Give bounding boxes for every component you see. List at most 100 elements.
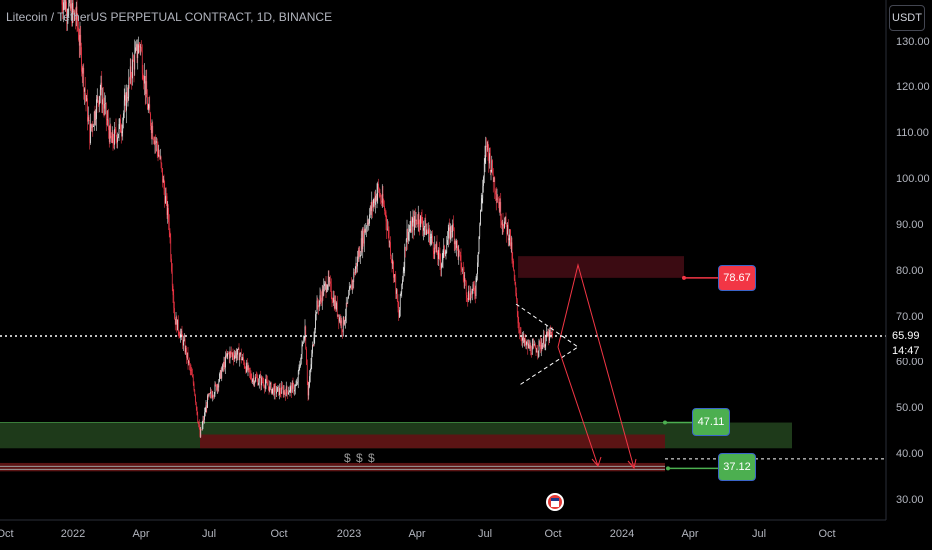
- candle-body: [494, 177, 496, 191]
- candle-body: [300, 354, 302, 364]
- candle-body: [94, 111, 96, 120]
- candle-body: [161, 163, 163, 168]
- candle-body: [490, 169, 492, 172]
- candle-body: [424, 220, 426, 227]
- candle-body: [242, 357, 244, 360]
- candle-body: [522, 337, 523, 341]
- candle-body: [102, 99, 103, 105]
- candle-body: [515, 284, 517, 293]
- candle-body: [77, 19, 79, 28]
- candle-body: [147, 108, 149, 110]
- candle-body: [143, 79, 145, 84]
- candle-body: [264, 383, 266, 389]
- candle-body: [370, 206, 372, 211]
- candle-body: [323, 286, 325, 296]
- candle-body: [426, 229, 427, 235]
- candle-body: [351, 284, 352, 290]
- candle-body: [144, 76, 145, 84]
- candle-body: [332, 300, 334, 303]
- support-bottom-level-badge[interactable]: 37.12: [718, 453, 756, 481]
- time-tick-label: Jul: [201, 528, 217, 540]
- us-flag-icon[interactable]: [546, 493, 564, 511]
- candle-body: [480, 210, 481, 225]
- candle-body: [150, 125, 152, 134]
- candle-body: [483, 176, 484, 186]
- candle-body: [501, 222, 503, 225]
- candle-body: [189, 365, 191, 370]
- candle-body: [460, 255, 462, 269]
- candle-body: [99, 96, 100, 105]
- candle-body: [503, 226, 505, 229]
- candle-body: [342, 317, 344, 333]
- candle-body: [415, 219, 417, 221]
- candle-body: [163, 179, 165, 189]
- candle-body: [91, 124, 93, 128]
- candle-body: [360, 238, 362, 256]
- candle-body: [461, 268, 463, 271]
- candle-body: [373, 198, 375, 204]
- candle-body: [345, 302, 347, 317]
- candle-body: [449, 227, 451, 240]
- candle-body: [167, 208, 169, 215]
- candle-body: [447, 230, 449, 241]
- candle-body: [321, 297, 322, 303]
- currency-button[interactable]: USDT: [889, 5, 925, 31]
- candle-body: [138, 44, 140, 46]
- candle-body: [539, 340, 541, 342]
- candle-body: [73, 11, 75, 12]
- candle-body: [261, 377, 262, 386]
- support-top-level-badge[interactable]: 47.11: [692, 408, 730, 436]
- candle-body: [346, 302, 348, 304]
- candle-body: [249, 367, 250, 373]
- candle-body: [337, 314, 339, 316]
- candle-body: [501, 220, 502, 225]
- candle-body: [426, 229, 428, 232]
- price-tick-label: 80.00: [896, 264, 924, 277]
- candle-body: [291, 385, 292, 393]
- candle-body: [246, 362, 248, 370]
- candle-body: [199, 427, 201, 437]
- resistance-level-badge[interactable]: 78.67: [718, 265, 756, 291]
- candle-body: [247, 365, 249, 370]
- candle-body: [437, 254, 439, 259]
- candle-body: [458, 250, 460, 258]
- candle-body: [108, 129, 110, 142]
- candle-body: [364, 229, 366, 233]
- candle-body: [513, 260, 514, 270]
- candle-body: [100, 82, 102, 90]
- candle-body: [543, 336, 544, 344]
- candle-body: [273, 387, 274, 396]
- candle-body: [300, 363, 301, 367]
- candle-body: [149, 104, 151, 114]
- candle-body: [105, 103, 107, 120]
- candle-body: [518, 323, 520, 330]
- candle-body: [408, 231, 409, 241]
- candle-body: [219, 370, 221, 374]
- candle-body: [477, 252, 479, 263]
- candle-body: [318, 301, 320, 308]
- candle-body: [546, 331, 548, 337]
- candle-body: [529, 345, 531, 349]
- candle-body: [496, 198, 498, 200]
- candle-body: [381, 193, 383, 203]
- candle-body: [308, 386, 310, 396]
- candle-body: [106, 119, 108, 121]
- candle-body: [423, 226, 425, 229]
- candle-body: [402, 279, 403, 285]
- candle-body: [67, 14, 69, 16]
- candle-body: [276, 387, 278, 392]
- candle-body: [536, 351, 538, 353]
- candle-body: [386, 221, 388, 230]
- candle-body: [455, 241, 457, 248]
- candle-body: [510, 242, 512, 247]
- candle-body: [292, 383, 294, 385]
- candle-body: [409, 229, 411, 231]
- candle-body: [328, 275, 330, 282]
- candle-body: [448, 227, 450, 231]
- candle-body: [385, 211, 387, 222]
- candle-body: [187, 352, 189, 364]
- candle-body: [141, 51, 143, 74]
- candle-body: [78, 39, 80, 46]
- candle-body: [234, 352, 236, 356]
